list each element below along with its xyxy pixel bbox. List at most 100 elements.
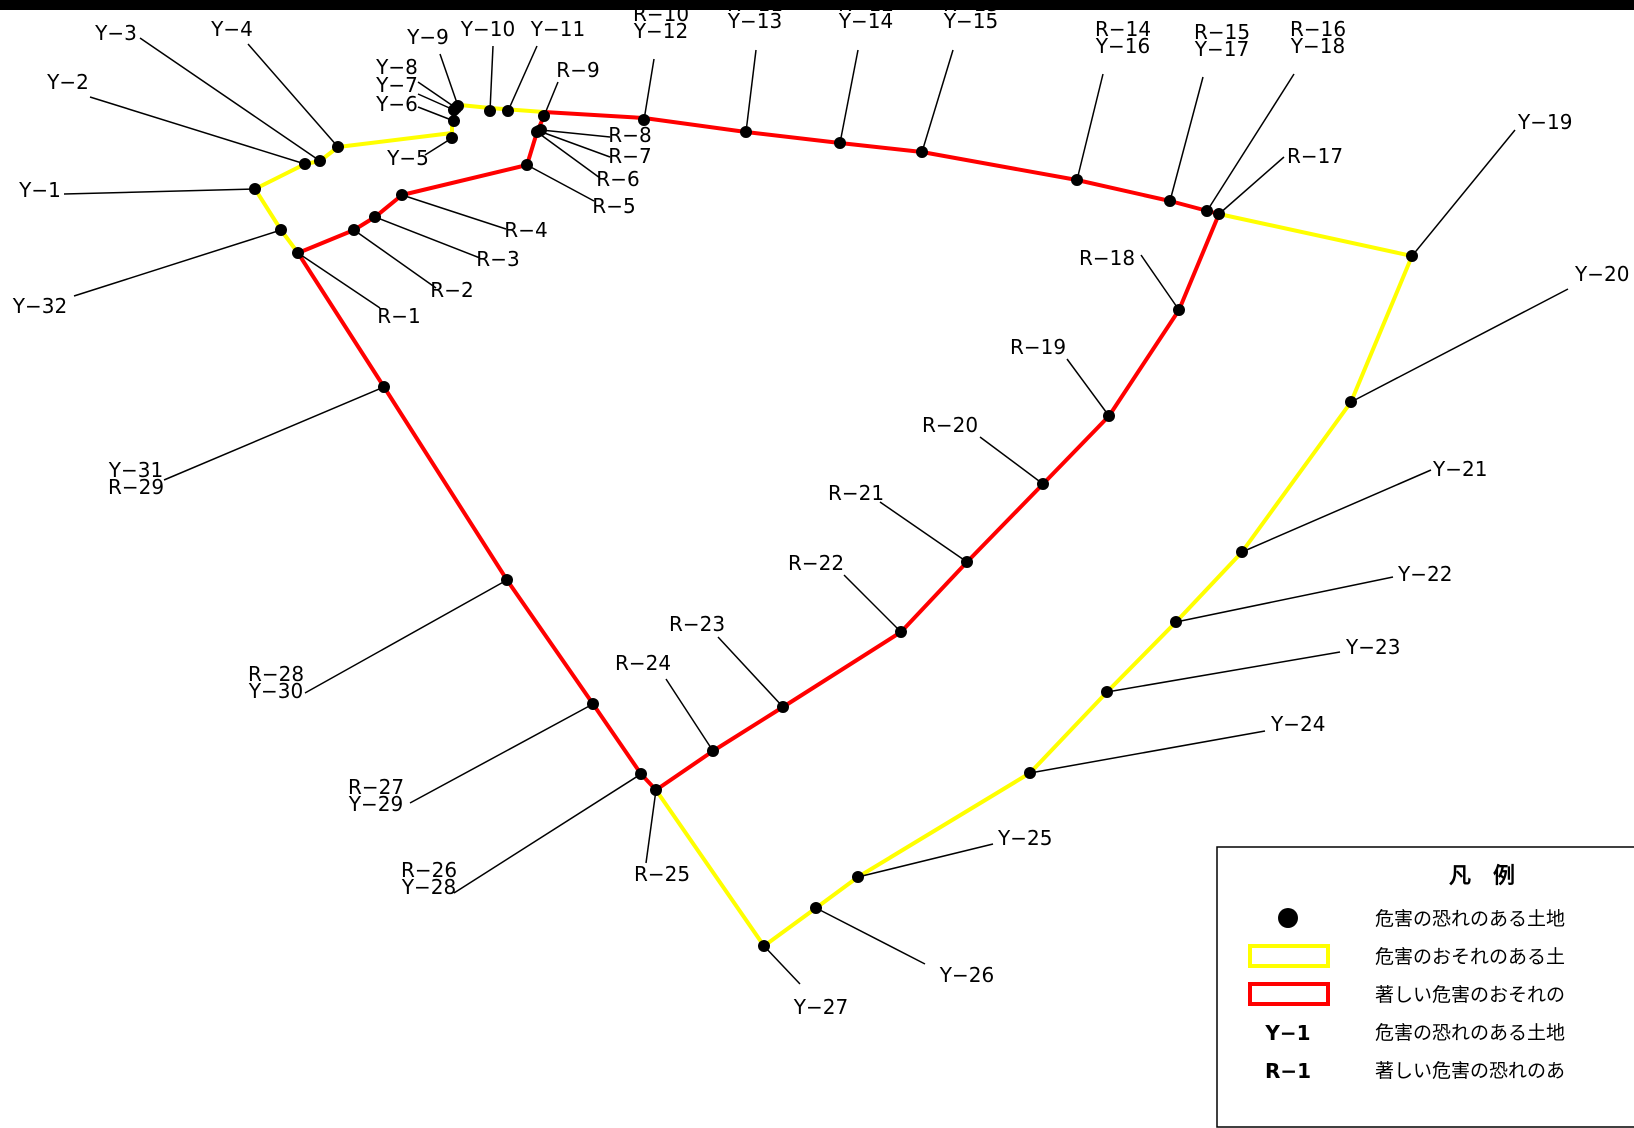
leader-y-1 (64, 189, 255, 194)
label-y-4: Y−4 (210, 17, 253, 41)
label-r-9: R−9 (556, 58, 599, 82)
legend-text-y-code: 危害の恐れのある土地 (1375, 1022, 1565, 1044)
label-y-23: Y−23 (1345, 635, 1400, 659)
point-r-23 (777, 701, 789, 713)
point-r-15 (1164, 195, 1176, 207)
point-y-19 (1406, 250, 1418, 262)
label-r-4: R−4 (504, 218, 547, 242)
leader-r-25 (646, 790, 656, 863)
point-r-20 (1037, 478, 1049, 490)
label-r-22: R−22 (788, 551, 844, 575)
point-y-1 (249, 183, 261, 195)
point-r-3 (369, 211, 381, 223)
label-r-8: R−8 (608, 123, 651, 147)
label-y-22: Y−22 (1397, 562, 1452, 586)
point-r-27 (587, 698, 599, 710)
point-r-26 (635, 768, 647, 780)
point-y-11 (502, 105, 514, 117)
point-y-10 (484, 105, 496, 117)
label-r-26: R−26 Y−28 (401, 858, 457, 899)
leader-y-10 (490, 46, 493, 111)
label-y-8: Y−8 (375, 55, 418, 79)
point-r-16 (1201, 205, 1213, 217)
point-y-27 (758, 940, 770, 952)
label-y-11: Y−11 (530, 17, 585, 41)
label-y-1: Y−1 (18, 178, 61, 202)
legend-text-point: 危害の恐れのある土地 (1375, 908, 1565, 930)
label-r-3: R−3 (476, 247, 519, 271)
point-y-9 (452, 100, 464, 112)
point-r-21 (961, 556, 973, 568)
label-y-20: Y−20 (1574, 262, 1629, 286)
label-y-3: Y−3 (94, 21, 137, 45)
label-y-26: Y−26 (939, 963, 994, 987)
legend-text-r-code: 著しい危害の恐れのあ (1375, 1060, 1565, 1082)
label-y-24: Y−24 (1270, 712, 1325, 736)
label-r-1: R−1 (377, 304, 420, 328)
point-r-14 (1071, 174, 1083, 186)
leader-r-22 (844, 575, 901, 632)
point-y-6 (448, 115, 460, 127)
legend-code-r: R−1 (1265, 1059, 1311, 1083)
label-r-24: R−24 (615, 651, 671, 675)
point-y-5 (446, 132, 458, 144)
point-r-19 (1103, 410, 1115, 422)
zone-lines (255, 105, 1412, 946)
leader-r-5 (527, 165, 594, 201)
legend-point-symbol (1278, 908, 1298, 928)
label-r-17: R−17 (1287, 144, 1343, 168)
leader-y-27 (764, 946, 800, 984)
label-y-10: Y−10 (460, 17, 515, 41)
leader-r-13 (922, 50, 953, 152)
point-r-2 (348, 224, 360, 236)
leader-r-26 (454, 774, 641, 893)
yellow-zone-line-top (454, 105, 544, 112)
legend-text-yellow: 危害のおそれのある土 (1375, 946, 1565, 968)
leader-y-3 (140, 38, 320, 161)
leader-r-2 (354, 230, 436, 288)
point-y-22 (1170, 616, 1182, 628)
leader-r-19 (1067, 359, 1109, 416)
point-r-5 (521, 159, 533, 171)
point-r-4 (396, 189, 408, 201)
leader-y-32 (74, 230, 281, 296)
point-r-24 (707, 745, 719, 757)
point-r-13 (916, 146, 928, 158)
leader-r-7 (539, 131, 610, 157)
point-y-3 (314, 155, 326, 167)
point-y-26 (810, 902, 822, 914)
leader-r-1 (298, 253, 380, 308)
leader-r-16 (1207, 74, 1294, 211)
point-y-32 (275, 224, 287, 236)
point-r-17 (1213, 208, 1225, 220)
point-y-2 (299, 158, 311, 170)
label-y-19: Y−19 (1517, 110, 1572, 134)
leader-y-11 (508, 46, 537, 111)
red-zone-line-upper (544, 112, 1219, 790)
leader-y-19 (1412, 130, 1515, 256)
label-y-9: Y−9 (406, 25, 449, 49)
label-r-6: R−6 (596, 167, 639, 191)
point-r-18 (1173, 304, 1185, 316)
label-y-5: Y−5 (386, 146, 429, 170)
label-y-27: Y−27 (793, 995, 848, 1019)
leader-y-25 (858, 844, 993, 877)
legend-text-red: 著しい危害のおそれの (1375, 984, 1565, 1006)
point-y-25 (852, 871, 864, 883)
point-r-1 (292, 247, 304, 259)
label-r-11: R−11 Y−13 (727, 0, 783, 33)
label-y-25: Y−25 (997, 826, 1052, 850)
point-y-21 (1236, 546, 1248, 558)
label-y-21: Y−21 (1432, 457, 1487, 481)
leader-y-2 (90, 97, 305, 164)
legend-red-symbol (1250, 984, 1328, 1004)
label-r-10: R−10 Y−12 (633, 2, 689, 43)
point-r-9 (538, 110, 550, 122)
label-r-7: R−7 (608, 144, 651, 168)
point-y-23 (1101, 686, 1113, 698)
label-r-15: R−15 Y−17 (1194, 20, 1250, 61)
label-r-5: R−5 (592, 194, 635, 218)
leader-y-26 (816, 908, 925, 964)
label-r-20: R−20 (922, 413, 978, 437)
